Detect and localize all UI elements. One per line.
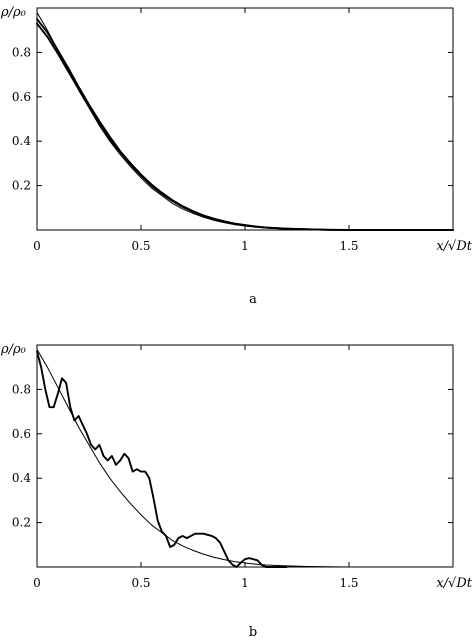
plot-frame (36, 344, 454, 568)
x-tick-label: 1.5 (339, 576, 358, 590)
x-tick-label: 0 (33, 576, 41, 590)
x-tick-label: 1.5 (339, 239, 358, 253)
x-tick-label: 1 (241, 239, 249, 253)
x-tick-label: 0.5 (131, 239, 150, 253)
x-tick-label: 0 (33, 239, 41, 253)
y-tick-label: 0.4 (12, 471, 31, 485)
x-tick-label: 0.5 (131, 576, 150, 590)
panel-label: a (249, 292, 257, 307)
x-axis-label: x/√Dt (436, 239, 472, 254)
x-tick-label: 1 (241, 576, 249, 590)
series-line-1 (36, 348, 454, 568)
panel-label: b (249, 625, 257, 640)
plot-frame (36, 7, 454, 231)
y-tick-label: 0.2 (12, 179, 31, 193)
y-tick-label: 0.8 (12, 45, 31, 59)
y-tick-label: 0.2 (12, 516, 31, 530)
y-tick-label: 0.4 (12, 134, 31, 148)
series-line-3 (36, 22, 454, 231)
x-axis-label: x/√Dt (436, 576, 472, 591)
series-line-2 (36, 350, 288, 568)
y-tick-label: 0.6 (12, 90, 31, 104)
y-tick-label: 0.8 (12, 382, 31, 396)
y-axis-label: ρ/ρ₀ (0, 5, 27, 20)
chart-panel-b: 0 0.5 1 1.5 0.2 0.4 0.6 0.8 ρ/ρ₀ x/√Dt b (0, 342, 473, 640)
y-axis-label: ρ/ρ₀ (0, 342, 27, 357)
chart-panel-a: 0 0.5 1 1.5 0.2 0.4 0.6 0.8 ρ/ρ₀ x/√Dt a (0, 5, 473, 307)
y-tick-label: 0.6 (12, 427, 31, 441)
